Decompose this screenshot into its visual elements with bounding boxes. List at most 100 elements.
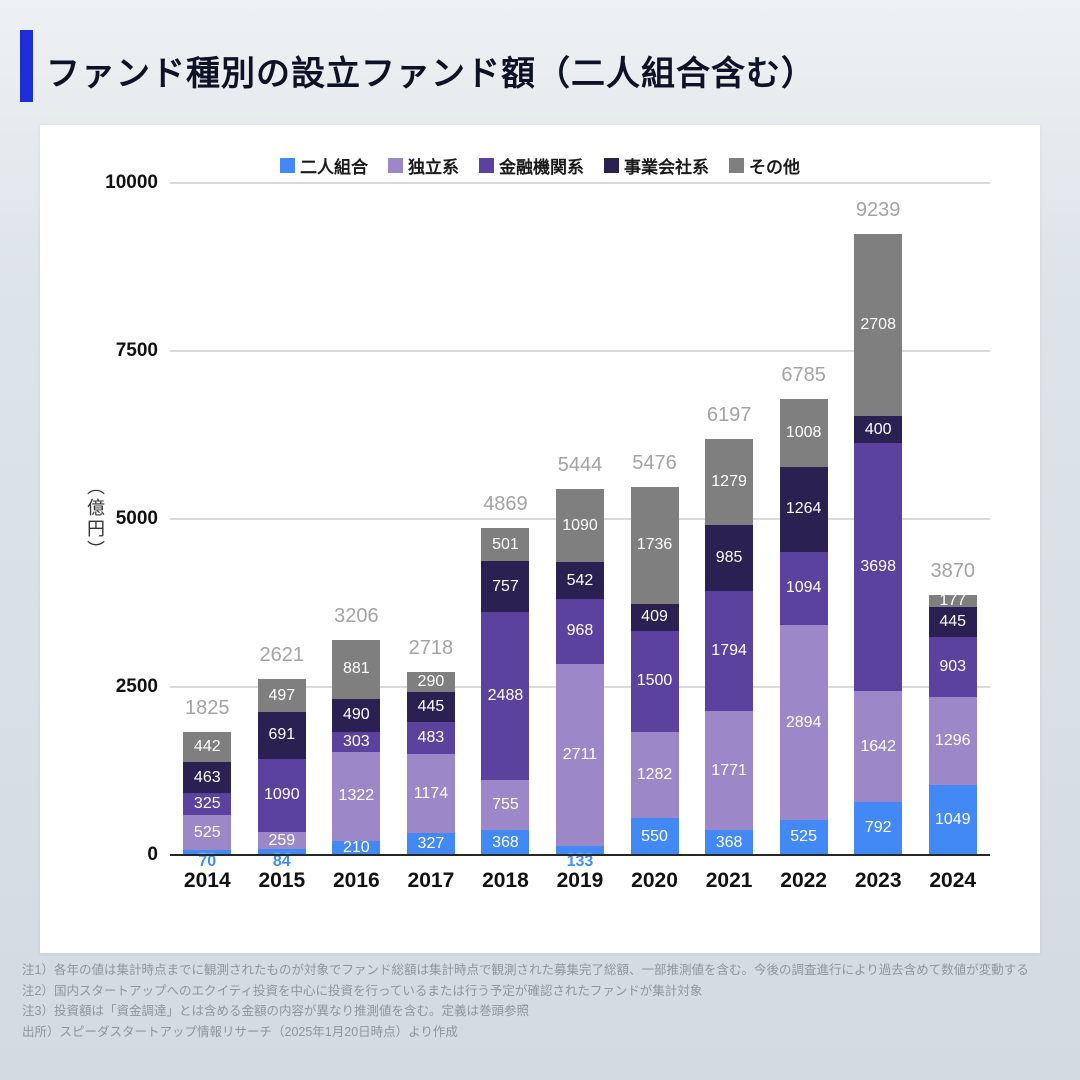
bar-segment-独立系-2019: 2711: [555, 663, 604, 847]
bar-segment-value: 2488: [487, 686, 524, 704]
bar-segment-その他-2024: 177: [928, 591, 977, 609]
bar-segment-金融機関系-2019: 968: [555, 598, 604, 664]
bar-group-2022: 525 2894 1094 1264 1008 6785 2022: [766, 183, 841, 892]
bar-segment-金融機関系-2015: 1090: [257, 758, 306, 832]
bar-segment-value: 2894: [785, 713, 822, 731]
bar-segment-独立系-2023: 1642: [854, 691, 903, 802]
y-tick-label: 10000: [105, 172, 158, 193]
x-axis-label: 2015: [258, 869, 306, 892]
bar-segment-value: 325: [193, 795, 221, 813]
bar-segment-事業会社系-2018: 757: [481, 561, 530, 613]
bar-segment-事業会社系-2023: 400: [854, 416, 903, 443]
legend-item-その他: その他: [729, 153, 800, 178]
bar-segment-事業会社系-2020: 409: [630, 603, 679, 632]
bar-segment-二人組合-2020: 550: [630, 818, 679, 855]
bar-segment-事業会社系-2017: 445: [406, 691, 455, 722]
bar-segment-事業会社系-2022: 1264: [779, 466, 828, 552]
bar-segment-金融機関系-2016: 303: [332, 731, 381, 753]
bar-total-label: 4869: [483, 492, 528, 515]
bar-segment-value: 985: [715, 548, 743, 566]
bar-segment-value: 442: [193, 738, 221, 756]
x-axis-label: 2022: [780, 869, 827, 892]
bar-segment-独立系-2014: 525: [183, 815, 232, 851]
bar-segment-value: 1794: [711, 641, 747, 659]
bar-segment-その他-2021: 1279: [705, 438, 754, 525]
bar-segment-事業会社系-2015: 691: [257, 712, 306, 759]
x-axis-label: 2021: [705, 869, 753, 892]
legend-item-金融機関系: 金融機関系: [479, 153, 584, 178]
note-line: 注1）各年の値は集計時点までに観測されたものが対象でファンド総額は集計時点で観測…: [22, 963, 1029, 977]
bar-total-label: 5444: [557, 454, 603, 477]
bar-total-label: 9239: [855, 199, 901, 222]
bar-segment-その他-2020: 1736: [630, 486, 679, 604]
bar-segment-事業会社系-2024: 445: [928, 606, 977, 637]
y-tick-label: 5000: [115, 508, 158, 529]
bar-segment-value: 1279: [711, 472, 747, 490]
bar-segment-事業会社系-2014: 463: [183, 762, 232, 794]
bar-segment-value: 70: [198, 853, 217, 870]
bar-group-2024: 1049 1296 903 445 177 3870 2024: [915, 183, 990, 892]
legend-label: 二人組合: [300, 158, 368, 177]
bar-segment-value: 903: [939, 658, 967, 676]
bar-segment-金融機関系-2020: 1500: [630, 631, 679, 732]
plot-area: （億円） 0 2500 5000 7500 10000 70 525 325 463 442 182…: [85, 172, 990, 892]
bar-segment-事業会社系-2021: 985: [705, 524, 754, 591]
chart-legend: 二人組合 独立系 金融機関系 事業会社系 その他: [40, 153, 1040, 178]
bar-segment-value: 550: [641, 827, 668, 845]
bar-segment-value: 368: [715, 833, 743, 851]
legend-item-二人組合: 二人組合: [280, 153, 368, 178]
bar-segment-value: 3698: [860, 558, 896, 576]
bar-segment-value: 525: [790, 828, 817, 846]
bar-segment-金融機関系-2023: 3698: [854, 442, 903, 692]
bar-segment-value: 1174: [413, 784, 449, 802]
bar-segment-value: 542: [566, 571, 594, 589]
bar-segment-value: 1090: [264, 786, 300, 804]
bar-segment-二人組合-2021: 368: [705, 830, 754, 855]
bar-segment-value: 133: [566, 853, 594, 870]
bar-segment-金融機関系-2022: 1094: [779, 551, 828, 626]
bar-segment-その他-2017: 290: [406, 672, 455, 692]
legend-label: 独立系: [408, 158, 459, 177]
bar-group-2016: 210 1322 303 490 881 3206 2016: [319, 183, 394, 892]
bar-group-2020: 550 1282 1500 409 1736 5476 2020: [617, 183, 692, 892]
bar-segment-独立系-2021: 1771: [705, 711, 754, 831]
bar-segment-金融機関系-2018: 2488: [481, 612, 530, 780]
legend-label: 事業会社系: [624, 158, 709, 177]
bar-total-label: 2718: [408, 637, 454, 660]
bar-group-2023: 792 1642 3698 400 2708 9239 2023: [841, 183, 916, 892]
bar-segment-value: 1500: [636, 672, 673, 690]
bar-segment-value: 409: [641, 608, 668, 626]
bar-segment-value: 501: [492, 535, 519, 553]
y-tick-label: 0: [147, 844, 158, 865]
bar-segment-その他-2023: 2708: [854, 234, 903, 417]
bar-segment-value: 368: [492, 833, 519, 851]
bar-segment-value: 177: [939, 591, 967, 609]
bar-segment-value: 400: [864, 420, 892, 438]
bar-total-label: 1825: [185, 697, 230, 720]
bar-segment-二人組合-2024: 1049: [928, 784, 977, 855]
x-axis-label: 2024: [929, 869, 977, 892]
bar-segment-value: 1049: [934, 810, 971, 828]
bar-segment-二人組合-2016: 210: [332, 838, 381, 856]
x-axis-label: 2018: [482, 869, 529, 892]
bar-segment-value: 290: [417, 673, 445, 691]
bar-segment-独立系-2017: 1174: [406, 754, 455, 834]
bar-segment-value: 1736: [636, 536, 673, 554]
x-axis-label: 2023: [854, 869, 902, 892]
bar-segment-value: 968: [566, 622, 594, 640]
bar-segment-その他-2018: 501: [481, 527, 530, 562]
bar-segment-その他-2015: 497: [257, 678, 306, 713]
bar-segment-value: 445: [939, 612, 967, 630]
bar-segment-金融機関系-2024: 903: [928, 636, 977, 698]
bar-segment-value: 210: [342, 838, 370, 856]
x-axis-label: 2017: [407, 869, 455, 892]
bar-segment-value: 755: [492, 795, 519, 813]
legend-label: 金融機関系: [499, 158, 584, 177]
legend-swatch: [280, 158, 295, 173]
bar-segment-value: 1008: [785, 423, 822, 441]
bar-segment-二人組合-2017: 327: [406, 833, 455, 855]
bar-segment-二人組合-2019: 133: [555, 846, 604, 870]
bar-segment-金融機関系-2021: 1794: [705, 590, 754, 712]
bar-segment-独立系-2015: 259: [257, 832, 306, 850]
legend-swatch: [479, 158, 494, 173]
